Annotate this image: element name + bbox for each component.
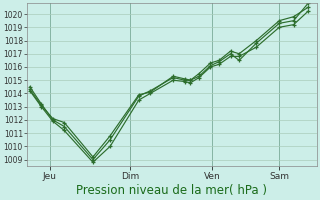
- X-axis label: Pression niveau de la mer( hPa ): Pression niveau de la mer( hPa ): [76, 184, 267, 197]
